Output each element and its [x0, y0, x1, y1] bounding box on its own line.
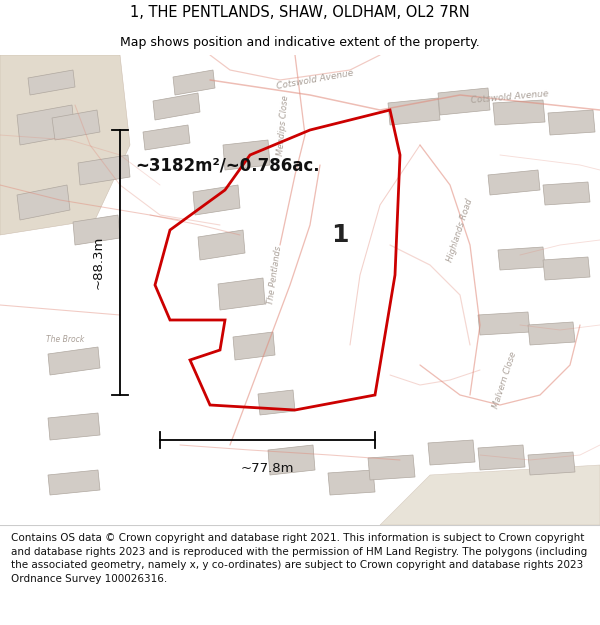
Polygon shape	[198, 230, 245, 260]
Polygon shape	[153, 93, 200, 120]
Polygon shape	[48, 413, 100, 440]
Text: ~77.8m: ~77.8m	[241, 461, 294, 474]
Polygon shape	[528, 452, 575, 475]
Polygon shape	[478, 312, 530, 335]
Polygon shape	[388, 98, 440, 125]
Polygon shape	[543, 182, 590, 205]
Text: The Brock: The Brock	[46, 336, 84, 344]
Text: Map shows position and indicative extent of the property.: Map shows position and indicative extent…	[120, 36, 480, 49]
Polygon shape	[368, 455, 415, 480]
Polygon shape	[28, 70, 75, 95]
Text: Highlands Road: Highlands Road	[446, 198, 475, 262]
Polygon shape	[380, 465, 600, 525]
Text: Mendips Close: Mendips Close	[276, 94, 290, 156]
Polygon shape	[268, 445, 315, 475]
Text: ~3182m²/~0.786ac.: ~3182m²/~0.786ac.	[135, 156, 320, 174]
Polygon shape	[223, 140, 270, 170]
Polygon shape	[52, 110, 100, 140]
Polygon shape	[543, 257, 590, 280]
Polygon shape	[0, 55, 130, 235]
Text: Cotswold Avenue: Cotswold Avenue	[471, 89, 549, 105]
Text: Malvern Close: Malvern Close	[491, 351, 518, 409]
Polygon shape	[478, 445, 525, 470]
Text: Contains OS data © Crown copyright and database right 2021. This information is : Contains OS data © Crown copyright and d…	[11, 533, 587, 584]
Polygon shape	[173, 70, 215, 95]
Polygon shape	[438, 88, 490, 115]
Polygon shape	[548, 110, 595, 135]
Polygon shape	[528, 322, 575, 345]
Polygon shape	[17, 105, 75, 145]
Polygon shape	[498, 247, 545, 270]
Text: ~88.3m: ~88.3m	[91, 236, 104, 289]
Polygon shape	[218, 278, 265, 310]
Polygon shape	[493, 100, 545, 125]
Polygon shape	[48, 470, 100, 495]
Text: Cotswold Avenue: Cotswold Avenue	[276, 69, 354, 91]
Text: 1: 1	[331, 223, 349, 247]
Text: The Pentlands: The Pentlands	[266, 245, 284, 305]
Polygon shape	[428, 440, 475, 465]
Text: 1, THE PENTLANDS, SHAW, OLDHAM, OL2 7RN: 1, THE PENTLANDS, SHAW, OLDHAM, OL2 7RN	[130, 4, 470, 19]
Polygon shape	[328, 470, 375, 495]
Polygon shape	[17, 185, 70, 220]
Polygon shape	[73, 215, 120, 245]
Polygon shape	[48, 347, 100, 375]
Polygon shape	[193, 185, 240, 215]
Polygon shape	[78, 155, 130, 185]
Polygon shape	[233, 332, 275, 360]
Polygon shape	[258, 390, 295, 415]
Polygon shape	[488, 170, 540, 195]
Polygon shape	[143, 125, 190, 150]
